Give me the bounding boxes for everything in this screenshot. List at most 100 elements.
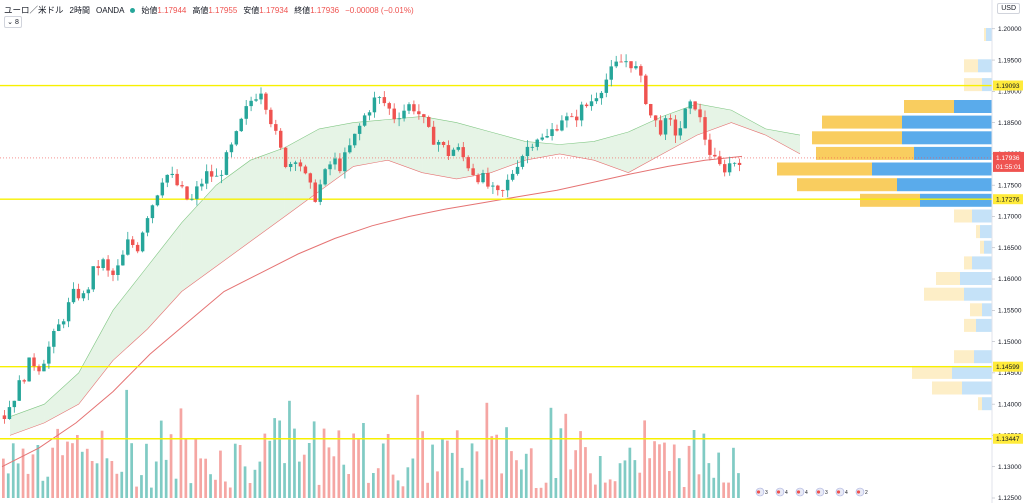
event-count: 3 xyxy=(825,490,828,496)
level-tag xyxy=(993,433,1023,444)
volume-bar xyxy=(505,427,508,498)
candle-body xyxy=(239,118,243,132)
symbol-name[interactable]: ユーロ／米ドル xyxy=(4,5,64,15)
volume-bar xyxy=(520,469,523,498)
candle-body xyxy=(397,118,401,120)
candle-body xyxy=(565,116,569,121)
event-flag-dot xyxy=(856,490,861,494)
candle-body xyxy=(249,100,253,107)
candle-body xyxy=(456,147,461,150)
currency-button[interactable]: USD xyxy=(997,3,1020,14)
volume-bar xyxy=(322,428,326,498)
volume-bar xyxy=(347,474,351,498)
candle-body xyxy=(254,99,258,101)
timeframe[interactable]: 2時間 xyxy=(69,5,90,15)
volume-bar xyxy=(159,420,163,498)
volume-bar xyxy=(446,440,449,498)
close-label: 終値 xyxy=(294,5,311,15)
open-label: 始値 xyxy=(141,5,158,15)
candle-body xyxy=(427,117,431,127)
volume-bar xyxy=(46,476,50,498)
candle-body xyxy=(205,171,209,184)
candle-body xyxy=(461,147,465,158)
volume-bar xyxy=(411,458,415,498)
low-label: 安値 xyxy=(243,5,260,15)
volume-bar xyxy=(534,488,538,498)
volume-bar xyxy=(85,448,89,498)
candle-body xyxy=(727,163,732,173)
candle-body xyxy=(678,128,683,136)
volume-bar xyxy=(174,478,178,498)
candle-body xyxy=(412,104,416,112)
volume-bar xyxy=(436,471,439,498)
current-price-tag xyxy=(993,151,1024,172)
volume-profile-up xyxy=(982,397,992,411)
candle-body xyxy=(244,106,248,119)
candle-body xyxy=(293,162,298,164)
volume-bar xyxy=(258,461,262,498)
price-axis[interactable]: 1.200001.195001.190001.185001.180001.175… xyxy=(991,0,1024,503)
volume-bar xyxy=(120,471,124,498)
candle-body xyxy=(145,218,150,233)
candle-body xyxy=(234,131,239,145)
candle-body xyxy=(713,154,717,157)
market-status-dot xyxy=(130,7,136,13)
candle-body xyxy=(155,195,160,206)
volume-bar xyxy=(268,440,272,498)
volume-profile-up xyxy=(972,209,992,223)
volume-bar xyxy=(11,443,15,498)
candle-body xyxy=(723,164,727,173)
collapse-indicators-button[interactable]: ⌄ 8 xyxy=(4,16,22,28)
candle-body xyxy=(402,110,406,119)
volume-profile-up xyxy=(976,318,992,332)
ma-line xyxy=(1,155,743,468)
candle-body xyxy=(708,139,712,155)
candle-body xyxy=(673,119,678,136)
volume-bar xyxy=(579,431,582,498)
volume-bar xyxy=(2,458,5,498)
candle-body xyxy=(259,93,263,100)
event-flag-dot xyxy=(776,490,781,494)
candle-body xyxy=(283,147,288,167)
candle-body xyxy=(570,116,574,118)
volume-bar xyxy=(253,469,257,498)
candle-body xyxy=(52,331,56,347)
volume-bar xyxy=(441,438,444,498)
volume-bar xyxy=(283,463,286,498)
tick-label: 1.13000 xyxy=(998,464,1022,471)
candle-body xyxy=(343,152,347,172)
cloud-segment xyxy=(44,372,79,423)
candle-body xyxy=(683,108,687,129)
volume-bar xyxy=(66,441,69,498)
cloud-segment xyxy=(559,141,594,161)
volume-bar xyxy=(623,460,627,498)
volume-bar xyxy=(327,447,331,498)
event-flag-dot xyxy=(816,490,821,494)
volume-bar xyxy=(219,450,222,498)
volume-bar xyxy=(367,482,370,498)
cloud-segment xyxy=(250,147,285,242)
volume-bar xyxy=(712,477,716,498)
candle-body xyxy=(2,415,7,419)
volume-bar xyxy=(26,473,30,498)
candle-body xyxy=(599,92,604,99)
horizontal-levels[interactable] xyxy=(0,84,992,440)
event-count: 4 xyxy=(785,490,788,496)
volume-bar xyxy=(391,474,395,498)
candlesticks[interactable] xyxy=(2,54,742,424)
volume-bar xyxy=(312,421,316,498)
tick-label: 1.14000 xyxy=(998,401,1022,408)
candle-body xyxy=(81,293,86,299)
level-tag-label: 1.14599 xyxy=(996,364,1020,371)
candle-body xyxy=(436,142,441,145)
candle-body xyxy=(540,137,544,140)
event-markers[interactable]: 3 4 4 3 4 2 xyxy=(755,487,868,497)
candle-body xyxy=(372,97,377,113)
candle-body xyxy=(639,66,643,76)
cloud-segment xyxy=(490,132,526,173)
volume-bar xyxy=(544,482,548,498)
candle-body xyxy=(417,111,421,115)
high-label: 高値 xyxy=(192,5,209,15)
